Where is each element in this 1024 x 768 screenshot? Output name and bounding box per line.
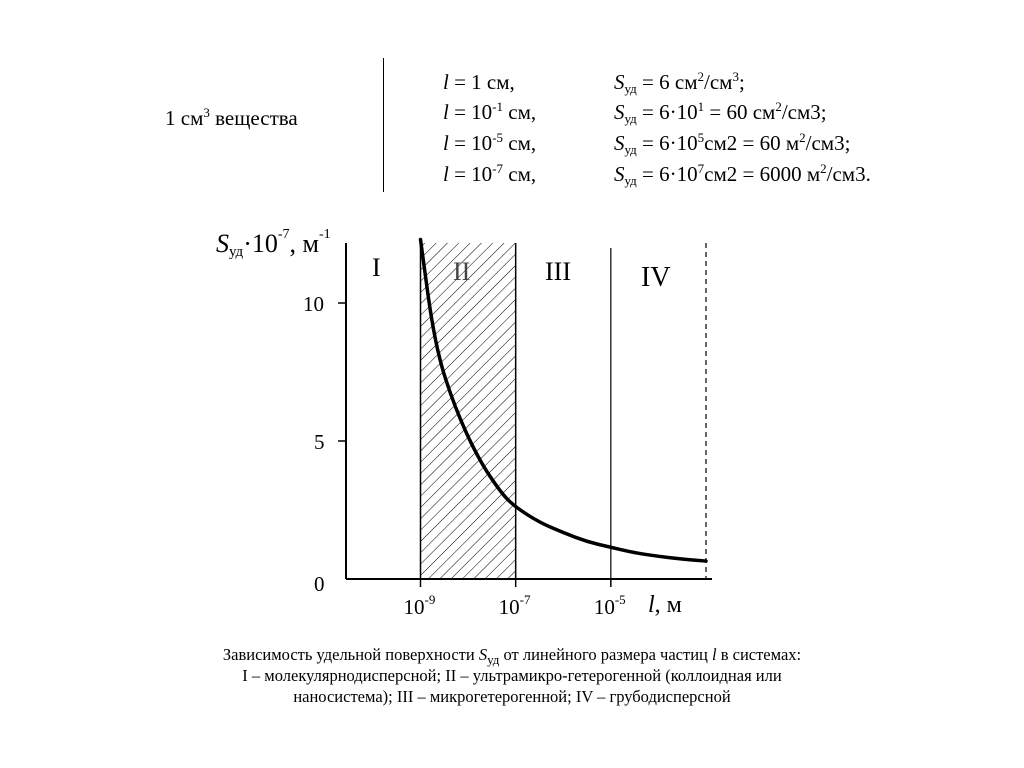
caption-s-symbol: S <box>478 645 488 664</box>
surface-mid: см2 = 6000 м <box>704 162 821 186</box>
region-ii-hatch <box>420 243 516 579</box>
region-label-ii: II <box>453 257 470 286</box>
substance-label-suffix: вещества <box>209 106 298 130</box>
y-tick-label: 10 <box>303 292 324 316</box>
surface-eq: = 6·10 <box>636 131 698 155</box>
length-unit: см, <box>503 162 537 186</box>
surface-eq: = 6·10 <box>636 162 698 186</box>
y-tick-label: 0 <box>314 572 325 596</box>
caption-line-2: I – молекулярнодисперсной; II – ультрами… <box>242 666 782 685</box>
caption-line-1: Зависимость удельной поверхности Sуд от … <box>150 644 874 667</box>
length-exp: -7 <box>492 161 504 176</box>
surface-exp-1: 7 <box>697 161 705 176</box>
caption-l-symbol: l <box>711 645 717 664</box>
length-eq: = 10 <box>448 131 493 155</box>
length-symbol: l <box>443 162 449 186</box>
row-4-length: l = 10-7 см, <box>443 161 537 186</box>
row-1-surface: Sуд = 6 см2/см3; <box>614 69 745 96</box>
figure-caption: Зависимость удельной поверхности Sуд от … <box>150 644 874 707</box>
surface-mid: = 60 см <box>704 100 776 124</box>
row-2-length: l = 10-1 см, <box>443 99 537 124</box>
row-3-surface: Sуд = 6·105см2 = 60 м2/см3; <box>614 130 851 157</box>
length-eq: = 1 см, <box>448 70 515 94</box>
surface-exp-1: 2 <box>697 69 705 84</box>
caption-text: в системах: <box>716 645 802 664</box>
y-tick-label: 5 <box>314 430 325 454</box>
surface-curve <box>418 237 708 563</box>
substance-label-exp: 3 <box>203 105 210 120</box>
length-exp: -5 <box>492 130 504 145</box>
surface-exp-2: 2 <box>799 130 806 145</box>
surface-symbol: S <box>614 70 625 94</box>
length-symbol: l <box>443 131 449 155</box>
surface-subscript: уд <box>624 173 637 188</box>
length-eq: = 10 <box>448 100 493 124</box>
y-axis-label: Sуд·10-7, м-1 <box>216 227 331 260</box>
surface-exp-2: 3 <box>732 69 739 84</box>
x-tick-label: 10-7 <box>499 592 531 619</box>
region-label-iv: IV <box>641 262 671 293</box>
length-unit: см, <box>503 100 537 124</box>
surface-exp-1: 1 <box>697 99 705 114</box>
surface-exp-2: 2 <box>820 161 827 176</box>
surface-subscript: уд <box>624 111 637 126</box>
length-symbol: l <box>443 100 449 124</box>
region-label-iii: III <box>545 257 571 286</box>
header-divider <box>383 58 384 192</box>
caption-s-subscript: уд <box>487 652 500 667</box>
caption-text: Зависимость удельной поверхности <box>222 645 479 664</box>
row-3-length: l = 10-5 см, <box>443 130 537 155</box>
length-unit: см, <box>503 131 537 155</box>
length-symbol: l <box>443 70 449 94</box>
surface-mid: /см <box>704 70 733 94</box>
x-axis-label: l, м <box>648 592 682 618</box>
length-eq: = 10 <box>448 162 493 186</box>
row-4-surface: Sуд = 6·107см2 = 6000 м2/см3. <box>614 161 871 188</box>
substance-label: 1 см3 вещества <box>165 105 298 130</box>
surface-subscript: уд <box>624 81 637 96</box>
surface-subscript: уд <box>624 142 637 157</box>
caption-line-3: наносистема); III – микрогетерогенной; I… <box>293 687 731 706</box>
surface-exp-2: 2 <box>775 99 782 114</box>
caption-text: от линейного размера частиц <box>499 645 712 664</box>
surface-end: /см3; <box>781 100 827 124</box>
surface-mid: см2 = 60 м <box>704 131 800 155</box>
surface-exp-1: 5 <box>697 130 705 145</box>
surface-end: ; <box>738 70 745 94</box>
surface-symbol: S <box>614 131 625 155</box>
row-2-surface: Sуд = 6·101 = 60 см2/см3; <box>614 99 827 126</box>
x-tick-label: 10-5 <box>594 592 626 619</box>
surface-symbol: S <box>614 162 625 186</box>
substance-label-prefix: 1 см <box>165 106 204 130</box>
surface-eq: = 6·10 <box>636 100 698 124</box>
surface-end: /см3; <box>805 131 851 155</box>
region-label-i: I <box>372 253 381 282</box>
row-1-length: l = 1 см, <box>443 72 515 93</box>
surface-end: /см3. <box>826 162 871 186</box>
length-exp: -1 <box>492 99 504 114</box>
surface-eq: = 6 см <box>636 70 698 94</box>
surface-symbol: S <box>614 100 625 124</box>
x-tick-label: 10-9 <box>404 592 436 619</box>
